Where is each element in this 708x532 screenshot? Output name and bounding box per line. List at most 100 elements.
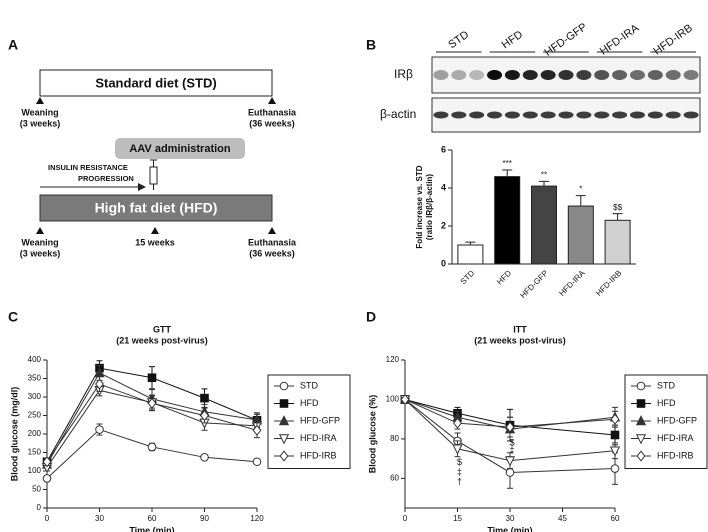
timeline-diagram: Standard diet (STD) Weaning (3 weeks) Eu… (20, 69, 297, 258)
hfd-bar-label: High fat diet (HFD) (95, 200, 218, 216)
legend-label: HFD-GFP (657, 415, 697, 425)
x-tick-label: HFD-IRB (594, 269, 623, 298)
marker (252, 424, 262, 436)
y-tick-label: 400 (28, 355, 42, 364)
marker-triangle (36, 227, 44, 234)
marker (200, 409, 209, 422)
annotation: ‡ (509, 445, 514, 455)
band (540, 111, 556, 119)
timepoint-label: (36 weeks) (249, 118, 295, 128)
timepoint-label: Weaning (21, 107, 58, 117)
x-tick-label: 120 (250, 514, 264, 523)
band (629, 111, 645, 119)
y-axis-label: (ratio IRβ/β-actin) (425, 174, 434, 241)
annotation: † (457, 477, 462, 487)
progression-label: INSULIN RESISTANCE (48, 163, 128, 172)
marker (636, 450, 646, 462)
marker-triangle (151, 227, 159, 234)
marker (610, 464, 620, 473)
band (451, 70, 467, 80)
chart-title: ITT (513, 324, 527, 334)
marker (452, 444, 463, 455)
marker (252, 457, 262, 467)
aav-box (115, 138, 245, 159)
y-tick-label: 80 (390, 434, 399, 443)
legend-label: HFD (300, 398, 319, 408)
marker (505, 468, 515, 477)
x-tick-label: 30 (95, 514, 104, 523)
band (683, 70, 699, 80)
band (504, 111, 520, 119)
marker (147, 373, 157, 383)
lane-label: STD (446, 29, 471, 51)
lane-label: HFD-GFP (542, 21, 589, 59)
marker (200, 393, 209, 403)
marker (95, 378, 104, 390)
band (451, 111, 467, 119)
marker (609, 446, 621, 457)
annotation: ‡ (457, 467, 462, 477)
bar (604, 219, 631, 265)
band (612, 111, 628, 119)
marker (610, 430, 620, 440)
hfd-bar (39, 194, 273, 222)
timepoint-label: (3 weeks) (20, 118, 61, 128)
marker (636, 381, 646, 391)
band (522, 111, 538, 119)
series-line (404, 399, 616, 473)
marker (504, 456, 516, 467)
band (576, 70, 592, 80)
band (683, 111, 699, 119)
panel-label: C (8, 309, 18, 325)
marker (200, 453, 209, 462)
timepoint-label: 15 weeks (135, 237, 175, 247)
y-axis-label: Fold increase vs. STD (415, 165, 424, 248)
band (504, 70, 520, 80)
significance-label: $$ (613, 203, 622, 212)
band (558, 111, 574, 119)
legend-label: HFD-IRA (657, 433, 694, 443)
bar (494, 176, 521, 265)
chart-subtitle: (21 weeks post-virus) (116, 335, 208, 345)
y-tick-label: 6 (441, 144, 446, 154)
legend-box (624, 374, 708, 469)
band (469, 70, 485, 80)
band (612, 70, 628, 80)
x-tick-label: 15 (453, 514, 462, 523)
lane-label: HFD (500, 28, 525, 51)
x-tick-label: 30 (506, 514, 515, 523)
y-tick-label: 250 (28, 411, 42, 420)
marker-triangle (36, 97, 44, 104)
x-tick-label: 60 (611, 514, 620, 523)
bar (457, 244, 484, 265)
y-tick-label: 150 (28, 448, 42, 457)
band (665, 70, 681, 80)
x-tick-label: HFD (495, 268, 513, 286)
series-line (404, 398, 616, 436)
band (558, 70, 574, 80)
band (540, 70, 556, 80)
annotation: $ (457, 457, 462, 467)
series-line (46, 428, 258, 479)
band (629, 70, 645, 80)
blot-row-label: IRβ (394, 67, 413, 81)
marker (278, 415, 290, 426)
band (487, 70, 503, 80)
annotation: $ (509, 437, 514, 447)
marker (453, 417, 462, 429)
marker (400, 393, 410, 406)
band (433, 111, 449, 119)
syringe-icon (149, 159, 158, 190)
band (433, 70, 449, 80)
y-tick-label: 300 (28, 392, 42, 401)
timepoint-label: Euthanasia (248, 107, 297, 117)
progression-label: PROGRESSION (78, 174, 134, 183)
x-tick-label: 0 (403, 514, 408, 523)
y-tick-label: 100 (386, 395, 400, 404)
x-axis-label: Time (min) (487, 525, 532, 532)
legend-label: STD (300, 380, 319, 390)
timepoint-label: Euthanasia (248, 237, 297, 247)
y-tick-label: 350 (28, 374, 42, 383)
series-line (404, 399, 616, 428)
series-line (404, 399, 616, 462)
